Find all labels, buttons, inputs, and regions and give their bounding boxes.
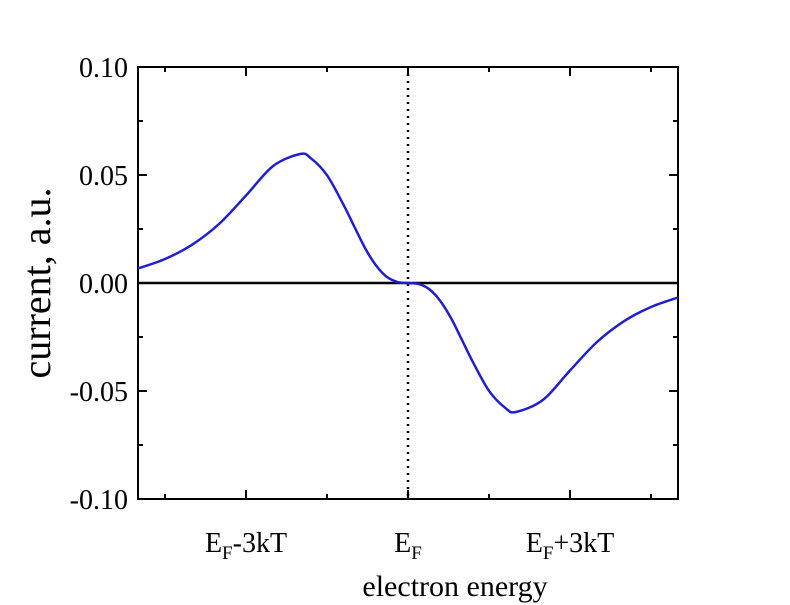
y-axis-label: current, a.u. — [14, 187, 59, 378]
y-tick-labels: 0.10 0.05 0.00 -0.05 -0.10 — [70, 53, 128, 516]
y-tick-label: 0.05 — [79, 161, 128, 192]
y-tick-label: -0.05 — [70, 377, 128, 408]
x-tick-label: EF+3kT — [526, 528, 615, 564]
x-tick-label: EF-3kT — [205, 528, 287, 564]
x-tick-labels: EF-3kT EF EF+3kT — [205, 528, 614, 564]
y-tick-label: -0.10 — [70, 485, 128, 516]
x-tick-label: EF — [394, 528, 422, 564]
series-line — [137, 152, 679, 414]
y-tick-label: 0.10 — [79, 53, 128, 84]
y-tick-label: 0.00 — [79, 269, 128, 300]
x-axis-label: electron energy — [362, 570, 547, 603]
